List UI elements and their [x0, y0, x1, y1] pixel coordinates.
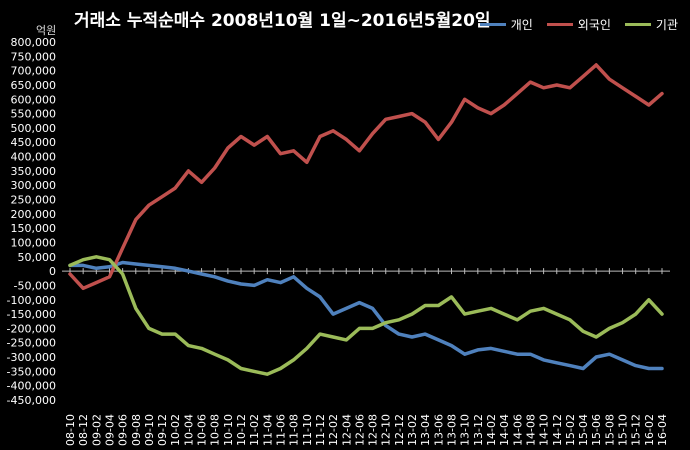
x-tick-label: 15-02 [564, 414, 577, 446]
legend-item-institution: 기관 [624, 16, 678, 33]
y-tick-label: 300,000 [11, 179, 57, 192]
legend-label-foreign: 외국인 [577, 18, 611, 32]
x-tick-label: 10-04 [182, 414, 195, 446]
series-line-institution [68, 255, 664, 376]
x-tick-label: 14-12 [551, 414, 564, 446]
x-axis: 08-10 08-12 09-02 09-04 09-06 09-08 09-10 09-12… [64, 268, 669, 446]
y-tick-label: 700,000 [11, 65, 57, 78]
y-tick-label: 150,000 [11, 222, 57, 235]
x-tick-label: 10-02 [169, 414, 182, 446]
y-tick-label: -300,000 [7, 351, 56, 364]
legend-label-institution: 기관 [655, 18, 678, 32]
x-tick-label: 13-04 [419, 414, 432, 446]
x-tick-label: 12-08 [367, 414, 380, 446]
x-tick-label: 12-02 [327, 414, 340, 446]
legend-item-foreign: 외국인 [546, 16, 611, 33]
y-tick-label: 400,000 [11, 151, 57, 164]
x-tick-label: 10-06 [196, 414, 209, 446]
x-tick-label: 09-06 [117, 414, 130, 446]
legend-swatch-institution [624, 23, 651, 26]
x-tick-label: 11-08 [288, 414, 301, 446]
x-tick-label: 10-12 [235, 414, 248, 446]
y-tick-label: -450,000 [7, 394, 56, 407]
chart-title: 거래소 누적순매수 2008년10월 1일~2016년5월20일 [74, 11, 491, 31]
x-tick-label: 15-10 [617, 414, 630, 446]
y-tick-label: 50,000 [18, 251, 57, 264]
x-tick-label: 11-12 [314, 414, 327, 446]
x-tick-label: 09-10 [143, 414, 156, 446]
x-tick-label: 12-10 [380, 414, 393, 446]
x-tick-label: 09-08 [130, 414, 143, 446]
y-tick-label: -50,000 [14, 279, 56, 292]
x-tick-label: 15-06 [590, 414, 603, 446]
series-line-foreign [68, 63, 664, 291]
x-tick-label: 14-06 [511, 414, 524, 446]
x-tick-label: 11-10 [301, 414, 314, 446]
x-tick-label: 14-02 [485, 414, 498, 446]
x-tick-label: 08-10 [64, 414, 77, 446]
x-tick-label: 13-02 [406, 414, 419, 446]
x-tick-label: 14-08 [524, 414, 537, 446]
legend-swatch-individual [479, 23, 506, 26]
x-tick-label: 11-06 [274, 414, 287, 446]
y-tick-label: -250,000 [7, 337, 56, 350]
series-line-individual [68, 260, 664, 371]
y-tick-label: 0 [49, 265, 56, 278]
y-tick-label: -400,000 [7, 380, 56, 393]
x-tick-label: 11-02 [248, 414, 261, 446]
x-tick-label: 16-02 [643, 414, 656, 446]
x-tick-label: 09-02 [90, 414, 103, 446]
x-tick-label: 09-04 [103, 414, 116, 446]
x-tick-label: 12-04 [340, 414, 353, 446]
legend-swatch-foreign [546, 23, 573, 26]
x-tick-label: 13-08 [446, 414, 459, 446]
y-tick-label: -150,000 [7, 308, 56, 321]
x-tick-label: 10-08 [209, 414, 222, 446]
legend-label-individual: 개인 [510, 18, 533, 32]
x-tick-label: 12-12 [393, 414, 406, 446]
y-tick-label: 550,000 [11, 108, 57, 121]
y-tick-label: 650,000 [11, 79, 57, 92]
x-tick-label: 13-10 [459, 414, 472, 446]
legend-item-individual: 개인 [479, 16, 533, 33]
x-tick-label: 15-08 [603, 414, 616, 446]
y-tick-label: 600,000 [11, 93, 57, 106]
y-tick-label: 450,000 [11, 136, 57, 149]
y-tick-label: 250,000 [11, 194, 57, 207]
x-tick-label: 15-12 [630, 414, 643, 446]
x-tick-label: 13-12 [472, 414, 485, 446]
x-tick-label: 10-10 [222, 414, 235, 446]
x-tick-label: 13-06 [432, 414, 445, 446]
x-tick-label: 14-04 [498, 414, 511, 446]
y-tick-label: -350,000 [7, 365, 56, 378]
y-tick-label: -200,000 [7, 322, 56, 335]
y-tick-label: 500,000 [11, 122, 57, 135]
y-tick-label: 750,000 [11, 50, 57, 63]
y-unit-label: 억원 [36, 24, 57, 37]
legend: 개인 외국인 기관 [479, 16, 678, 33]
y-tick-label: 800,000 [11, 36, 57, 49]
x-tick-label: 08-12 [77, 414, 90, 446]
x-tick-label: 12-06 [353, 414, 366, 446]
x-tick-label: 16-04 [656, 414, 669, 446]
y-tick-label: -100,000 [7, 294, 56, 307]
series-layer [68, 63, 664, 376]
y-tick-label: 200,000 [11, 208, 57, 221]
x-tick-label: 14-10 [538, 414, 551, 446]
x-tick-label: 09-12 [156, 414, 169, 446]
x-tick-label: 15-04 [577, 414, 590, 446]
y-tick-label: 100,000 [11, 236, 57, 249]
y-tick-label: 350,000 [11, 165, 57, 178]
x-tick-label: 11-04 [261, 414, 274, 446]
